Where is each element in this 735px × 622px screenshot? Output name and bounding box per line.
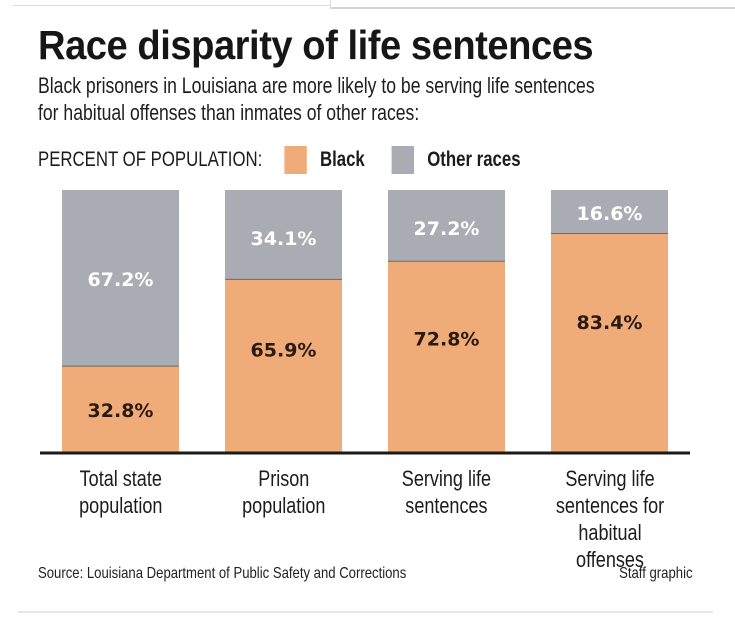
category-label-prison-population: Prison population [241,466,326,518]
subtitle-line-2: for habitual offenses than inmates of ot… [38,100,420,125]
legend: PERCENT OF POPULATION: Black Other races [38,146,675,174]
frame-line-vertical [330,0,331,9]
category-label-serving-life-sentences: Serving life sentences [401,466,492,518]
data-label-black-4: 83.4% [577,312,643,334]
bar-other-races-2 [225,190,342,280]
data-label-other-races-4: 16.6% [577,203,643,225]
legend-label-other-races: Other races [427,148,521,171]
bar-other-races-3 [388,190,505,262]
chart-subtitle: Black prisoners in Louisiana are more li… [38,72,595,126]
category-label-serving-life-sentences-for-habitual-offenses: Serving life sentences for habitual offe… [555,466,664,572]
credit-note: Staff graphic [619,565,693,582]
data-label-black-2: 65.9% [251,339,317,361]
legend-label-black: Black [319,148,365,171]
bar-black-3 [388,261,505,452]
legend-item-other-races: Other races [391,146,521,174]
legend-item-black: Black [284,146,365,174]
data-label-black-1: 32.8% [88,400,154,422]
frame-line-top-right [330,7,735,9]
bar-other-races-1 [62,190,179,367]
subtitle-line-1: Black prisoners in Louisiana are more li… [38,73,595,98]
data-label-other-races-3: 27.2% [414,218,480,240]
category-label-total-state-population: Total state population [78,466,163,518]
data-label-other-races-2: 34.1% [251,228,317,250]
bottom-divider [18,611,713,613]
bar-black-1 [62,366,179,452]
legend-swatch-black [284,146,308,174]
legend-title: PERCENT OF POPULATION: [38,148,263,171]
source-note: Source: Louisiana Department of Public S… [38,565,407,582]
bar-other-races-4 [551,190,668,234]
data-label-black-3: 72.8% [414,329,480,351]
bar-black-4 [551,233,668,452]
bar-black-2 [225,279,342,452]
frame-line-top-left [13,5,331,6]
chart-title: Race disparity of life sentences [38,22,594,68]
data-label-other-races-1: 67.2% [88,269,154,291]
legend-swatch-other-races [391,146,415,174]
